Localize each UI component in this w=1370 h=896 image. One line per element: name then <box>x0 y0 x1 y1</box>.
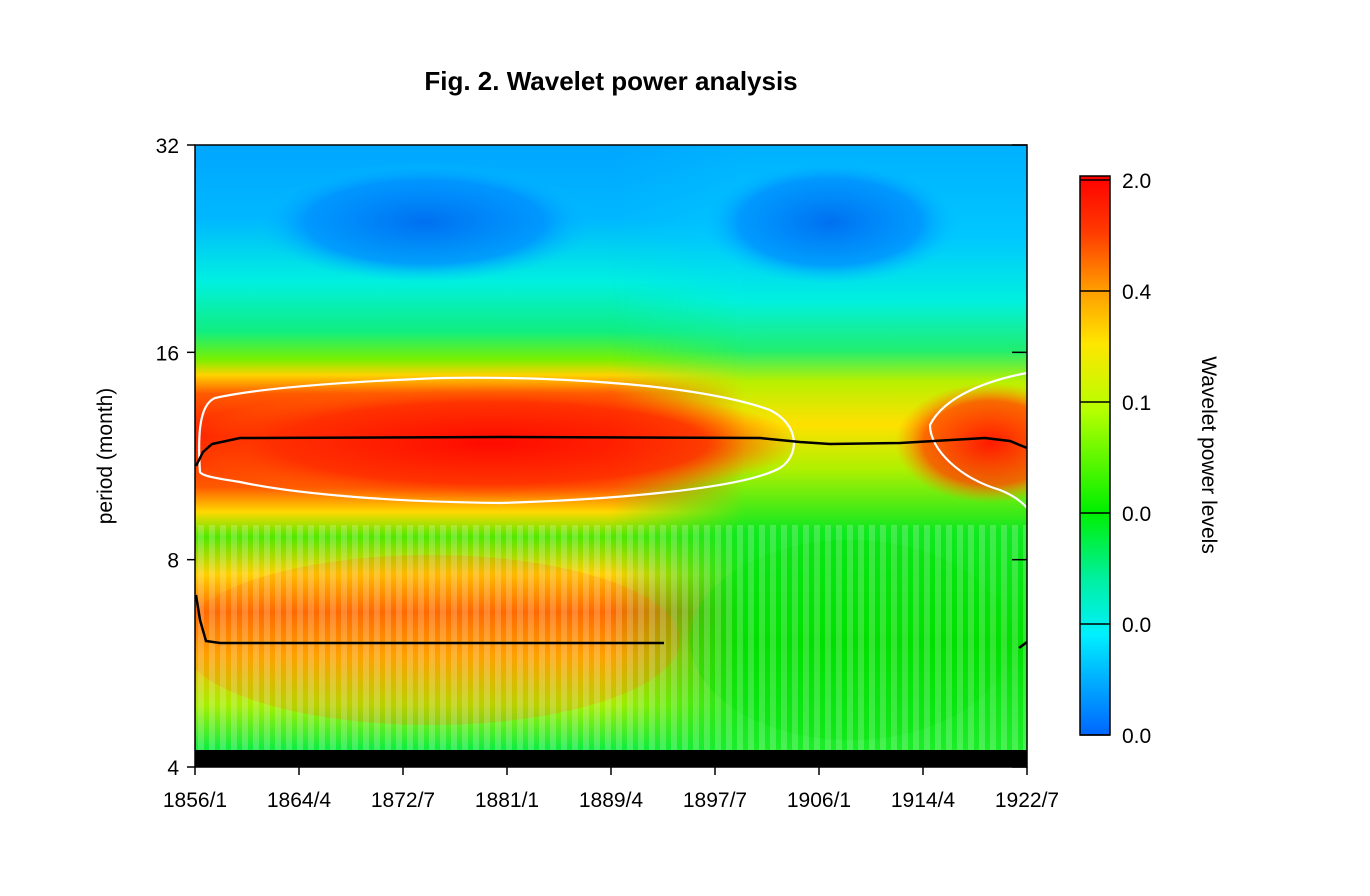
x-tick-label: 1872/7 <box>371 789 435 812</box>
ridge-lines <box>195 435 1027 649</box>
colorbar-gradient <box>1079 175 1111 736</box>
heatmap-area <box>195 145 1027 767</box>
ridge-line-annual <box>195 435 1027 467</box>
y-axis: 4 8 16 32 <box>156 135 1027 780</box>
y-tick-label: 8 <box>167 550 179 573</box>
chart-title: Fig. 2. Wavelet power analysis <box>424 66 798 96</box>
y-tick-label: 32 <box>156 135 179 158</box>
x-tick-label: 1906/1 <box>787 789 851 812</box>
x-tick-label: 1889/4 <box>579 789 644 812</box>
significance-contour-main <box>198 376 795 505</box>
x-tick-label: 1864/4 <box>267 789 332 812</box>
y-tick-label: 4 <box>167 757 179 780</box>
colorbar-tick-label: 0.4 <box>1122 281 1152 304</box>
colorbar-tick-label: 0.0 <box>1122 725 1151 748</box>
colorbar-label: Wavelet power levels <box>1197 356 1220 554</box>
colorbar-tick-label: 0.1 <box>1122 392 1151 415</box>
x-tick-label: 1856/1 <box>163 789 227 812</box>
ridge-line-semiannual <box>195 594 664 645</box>
colorbar-tick-label: 2.0 <box>1122 170 1151 193</box>
x-tick-label: 1922/7 <box>995 789 1059 812</box>
x-tick-label: 1914/4 <box>891 789 956 812</box>
significance-contour-right <box>928 371 1027 509</box>
y-axis-label: period (month) <box>94 388 117 525</box>
y-tick-label: 16 <box>156 342 179 365</box>
colorbar-ticks: 2.0 0.4 0.1 0.0 0.0 0.0 <box>1080 170 1152 748</box>
colorbar: 2.0 0.4 0.1 0.0 0.0 0.0 Wavelet power levels <box>1079 170 1220 748</box>
colorbar-tick-label: 0.0 <box>1122 614 1151 637</box>
x-axis: 1856/1 1864/4 1872/7 1881/1 1889/4 1897/7 1906… <box>163 767 1059 812</box>
x-tick-label: 1897/7 <box>683 789 747 812</box>
colorbar-tick-label: 0.0 <box>1122 503 1151 526</box>
ridge-line-semiannual-edge <box>1018 641 1027 649</box>
x-tick-label: 1881/1 <box>475 789 539 812</box>
significance-contours <box>198 371 1027 509</box>
